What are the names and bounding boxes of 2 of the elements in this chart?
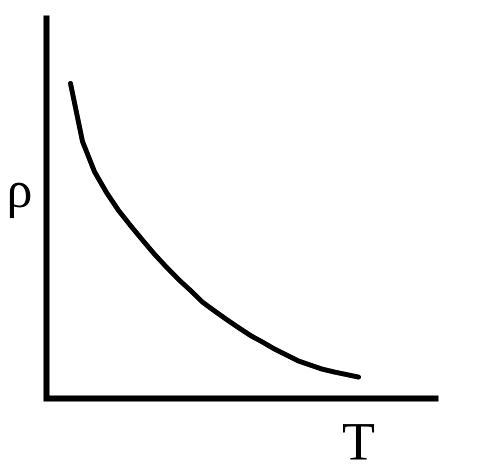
y-axis-title: ρ [6,162,32,219]
x-axis-title: T [342,412,376,472]
